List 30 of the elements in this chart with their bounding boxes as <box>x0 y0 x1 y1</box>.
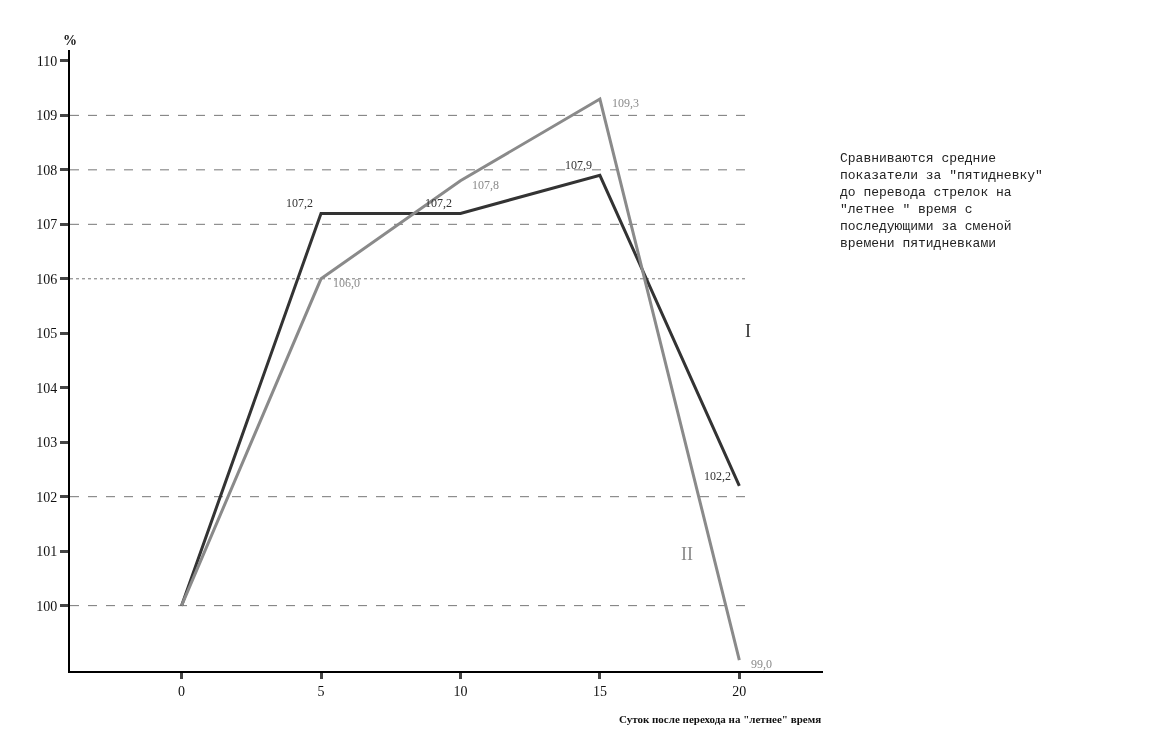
line-series <box>180 97 741 662</box>
y-axis-title: % <box>63 33 77 48</box>
data-label: 107,8 <box>472 178 499 192</box>
y-tick-label: 104 <box>36 380 58 396</box>
data-label: 107,2 <box>425 196 452 210</box>
y-tick-label: 101 <box>36 544 58 560</box>
x-tick-label: 0 <box>178 683 186 699</box>
x-tick-label: 10 <box>453 683 468 699</box>
x-axis-title: Суток после перехода на "летнее" время <box>619 713 822 725</box>
y-tick-label: 110 <box>36 53 58 69</box>
x-tick-label: 15 <box>592 683 607 699</box>
y-tick-label: 103 <box>36 435 58 451</box>
y-tick-label: 106 <box>36 271 58 287</box>
text: Сравниваются средние показатели за "пятидневку" до перевода стрелок на "летнее " время с последующими за сменой времени пятидневками <box>840 151 1043 251</box>
y-tick-label: 109 <box>36 108 58 124</box>
data-label: 109,3 <box>612 96 639 110</box>
series-label: II <box>681 544 693 564</box>
y-tick-label: 105 <box>36 326 58 342</box>
y-tick-label: 100 <box>36 598 58 614</box>
text: I <box>745 321 751 341</box>
data-label: 99,0 <box>751 657 772 671</box>
data-label: 107,2 <box>286 196 313 210</box>
x-tick-label: 5 <box>317 683 325 699</box>
data-label: 106,0 <box>333 276 360 290</box>
y-tick-label: 108 <box>36 162 58 178</box>
y-tick-label: 107 <box>36 217 58 233</box>
x-tick-label: 20 <box>732 683 747 699</box>
data-label: 102,2 <box>704 469 731 483</box>
data-label: 107,9 <box>565 158 592 172</box>
y-tick-label: 102 <box>36 489 58 505</box>
